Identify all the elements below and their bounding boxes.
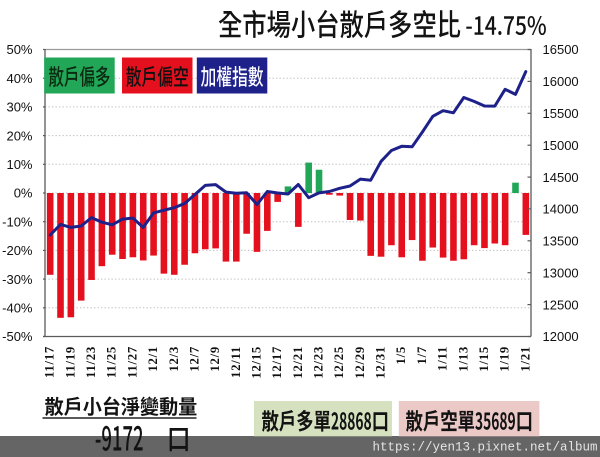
svg-text:10%: 10% [6, 157, 32, 172]
svg-text:-50%: -50% [2, 329, 33, 344]
svg-text:1/21: 1/21 [518, 346, 532, 372]
svg-text:16500: 16500 [543, 42, 579, 57]
svg-text:14000: 14000 [543, 202, 579, 217]
svg-text:11/27: 11/27 [125, 346, 139, 378]
svg-text:https://yen13.pixnet.net/album: https://yen13.pixnet.net/album [373, 441, 598, 455]
svg-text:12/15: 12/15 [250, 346, 264, 379]
svg-text:30%: 30% [6, 100, 32, 115]
svg-text:12000: 12000 [543, 329, 579, 344]
svg-text:12/21: 12/21 [291, 346, 305, 379]
svg-text:12/31: 12/31 [374, 346, 388, 379]
svg-text:12/25: 12/25 [332, 346, 346, 379]
svg-text:50%: 50% [6, 42, 32, 57]
svg-text:1/15: 1/15 [477, 346, 491, 372]
svg-text:12500: 12500 [543, 297, 579, 312]
svg-text:12/1: 12/1 [146, 346, 160, 372]
svg-text:12/17: 12/17 [270, 346, 284, 379]
svg-text:0%: 0% [14, 186, 33, 201]
svg-text:40%: 40% [6, 71, 32, 86]
svg-text:14500: 14500 [543, 170, 579, 185]
svg-text:1/19: 1/19 [498, 346, 512, 372]
svg-text:1/5: 1/5 [394, 346, 408, 364]
svg-text:15500: 15500 [543, 106, 579, 121]
svg-text:12/7: 12/7 [187, 346, 201, 372]
svg-text:1/13: 1/13 [456, 346, 470, 372]
svg-text:1/11: 1/11 [436, 346, 450, 371]
svg-text:11/17: 11/17 [43, 346, 57, 378]
svg-text:12/23: 12/23 [312, 346, 326, 379]
svg-text:20%: 20% [6, 128, 32, 143]
svg-text:12/3: 12/3 [167, 346, 181, 372]
svg-text:-40%: -40% [2, 301, 33, 316]
svg-text:-30%: -30% [2, 272, 33, 287]
svg-text:-10%: -10% [2, 214, 33, 229]
svg-text:15000: 15000 [543, 138, 579, 153]
svg-text:-20%: -20% [2, 243, 33, 258]
svg-text:11/23: 11/23 [84, 346, 98, 378]
svg-text:1/7: 1/7 [415, 346, 429, 364]
svg-text:12/9: 12/9 [208, 346, 222, 372]
svg-text:13000: 13000 [543, 265, 579, 280]
svg-text:11/19: 11/19 [63, 346, 77, 378]
svg-text:16000: 16000 [543, 74, 579, 89]
svg-text:13500: 13500 [543, 234, 579, 249]
svg-text:12/29: 12/29 [353, 346, 367, 379]
svg-text:11/25: 11/25 [105, 346, 119, 378]
svg-text:12/11: 12/11 [229, 346, 243, 378]
